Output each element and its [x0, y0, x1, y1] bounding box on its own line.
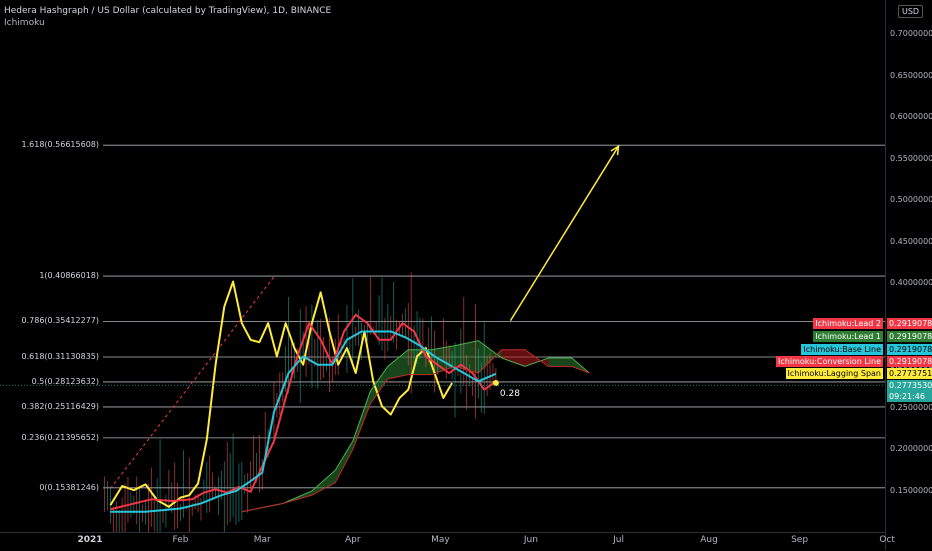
legend-tag[interactable]: Ichimoku:Lead 1 [813, 331, 883, 342]
fib-level-label: 0.5(0.28123632) [31, 376, 99, 386]
y-tick-label: 0.55000000 [890, 153, 932, 163]
y-tick-label: 0.25000000 [890, 402, 932, 412]
x-tick-label: Feb [172, 535, 189, 545]
y-tick-label: 0.60000000 [890, 112, 932, 122]
x-tick-label: Jun [523, 535, 538, 545]
ichimoku-line [241, 349, 590, 513]
y-tick-label: 0.45000000 [890, 236, 932, 246]
y-tick-label: 0.50000000 [890, 195, 932, 205]
ichimoku-cloud-segment [335, 441, 353, 483]
legend-value: 0.29190785 [887, 344, 932, 355]
y-tick-label: 0.20000000 [890, 444, 932, 454]
ichimoku-line [241, 340, 590, 513]
x-tick-label: Aug [700, 535, 718, 545]
x-tick-label: Jul [613, 535, 624, 545]
ichimoku-line [110, 313, 497, 511]
fib-level-label: 0.786(0.35412277) [21, 316, 100, 326]
fib-trend-line [110, 276, 275, 489]
ichimoku-cloud-segment [387, 349, 409, 379]
x-tick-label: Mar [253, 535, 271, 545]
annotation-marker [492, 379, 499, 386]
bar-countdown: 09:21:46 [889, 392, 925, 401]
x-tick-label: 2021 [77, 535, 103, 545]
legend-tag[interactable]: Ichimoku:Conversion Line [776, 356, 883, 367]
indicator-name[interactable]: Ichimoku [4, 18, 45, 28]
x-tick-label: May [431, 535, 450, 545]
legend-value: 0.27737515 [887, 368, 932, 379]
symbol-title[interactable]: Hedera Hashgraph / US Dollar (calculated… [4, 6, 332, 16]
legend-value: 0.29190785 [887, 331, 932, 342]
y-tick-label: 0.40000000 [890, 278, 932, 288]
legend-tag[interactable]: Ichimoku:Lagging Span [785, 368, 883, 379]
x-tick-label: Sep [791, 535, 809, 545]
fib-level-label: 1(0.40866018) [39, 271, 99, 281]
fib-level-label: 0.236(0.21395652) [21, 432, 100, 442]
ichimoku-cloud-segment [311, 470, 336, 496]
y-tick-label: 0.70000000 [890, 29, 932, 38]
price-axis[interactable] [885, 0, 932, 550]
fib-level-label: 0(0.15381246) [39, 482, 99, 492]
price-chart[interactable] [0, 0, 885, 532]
x-tick-label: Apr [345, 535, 361, 545]
x-tick-label: Oct [879, 535, 895, 545]
legend-tag[interactable]: Ichimoku:Lead 2 [813, 318, 883, 329]
ichimoku-cloud-segment [352, 391, 371, 450]
y-tick-label: 0.65000000 [890, 70, 932, 80]
last-price-badge: 0.27735304 09:21:46 [887, 380, 932, 402]
fib-level-label: 0.618(0.31130835) [21, 351, 100, 361]
chart-header: Hedera Hashgraph / US Dollar (calculated… [4, 5, 331, 29]
time-axis[interactable] [0, 532, 885, 551]
ichimoku-cloud-segment [501, 349, 526, 367]
currency-button[interactable]: USD [898, 5, 924, 18]
ichimoku-cloud-segment [370, 366, 388, 404]
fib-level-label: 1.618(0.56615608) [21, 140, 100, 150]
legend-value: 0.29190785 [887, 356, 932, 367]
legend-value: 0.29190785 [887, 318, 932, 329]
ichimoku-line [110, 330, 497, 513]
price-annotation: 0.28 [499, 388, 520, 399]
arrow-head [610, 144, 620, 156]
projection-arrow [509, 145, 620, 322]
ichimoku-cloud-segment [548, 358, 572, 367]
legend-tag[interactable]: Ichimoku:Base Line [801, 344, 883, 355]
y-tick-label: 0.15000000 [890, 486, 932, 495]
ichimoku-line [109, 280, 453, 508]
last-price-value: 0.27735304 [889, 381, 932, 390]
fib-level-label: 0.382(0.25116429) [21, 401, 100, 411]
